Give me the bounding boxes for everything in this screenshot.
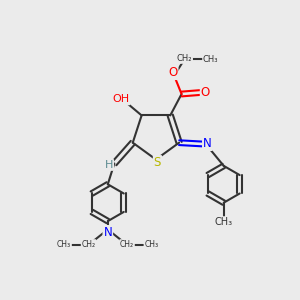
Text: CH₂: CH₂: [81, 240, 95, 249]
Text: CH₃: CH₃: [203, 55, 218, 64]
Text: O: O: [168, 66, 178, 79]
Text: H: H: [105, 160, 113, 170]
Text: CH₂: CH₂: [120, 240, 134, 249]
Text: CH₃: CH₃: [57, 240, 71, 249]
Text: OH: OH: [112, 94, 129, 104]
Text: O: O: [201, 86, 210, 99]
Text: CH₂: CH₂: [177, 54, 192, 63]
Text: S: S: [154, 156, 161, 169]
Text: N: N: [103, 226, 112, 239]
Text: N: N: [203, 137, 212, 150]
Text: CH₃: CH₃: [144, 240, 159, 249]
Text: CH₃: CH₃: [214, 217, 233, 227]
